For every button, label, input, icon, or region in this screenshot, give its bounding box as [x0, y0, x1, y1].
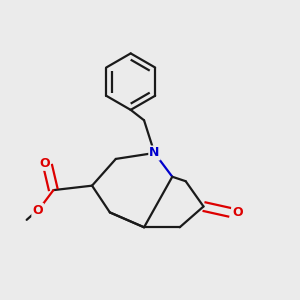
Text: O: O [39, 157, 50, 170]
Text: O: O [32, 204, 43, 217]
Text: N: N [149, 146, 160, 160]
Text: O: O [232, 206, 243, 219]
